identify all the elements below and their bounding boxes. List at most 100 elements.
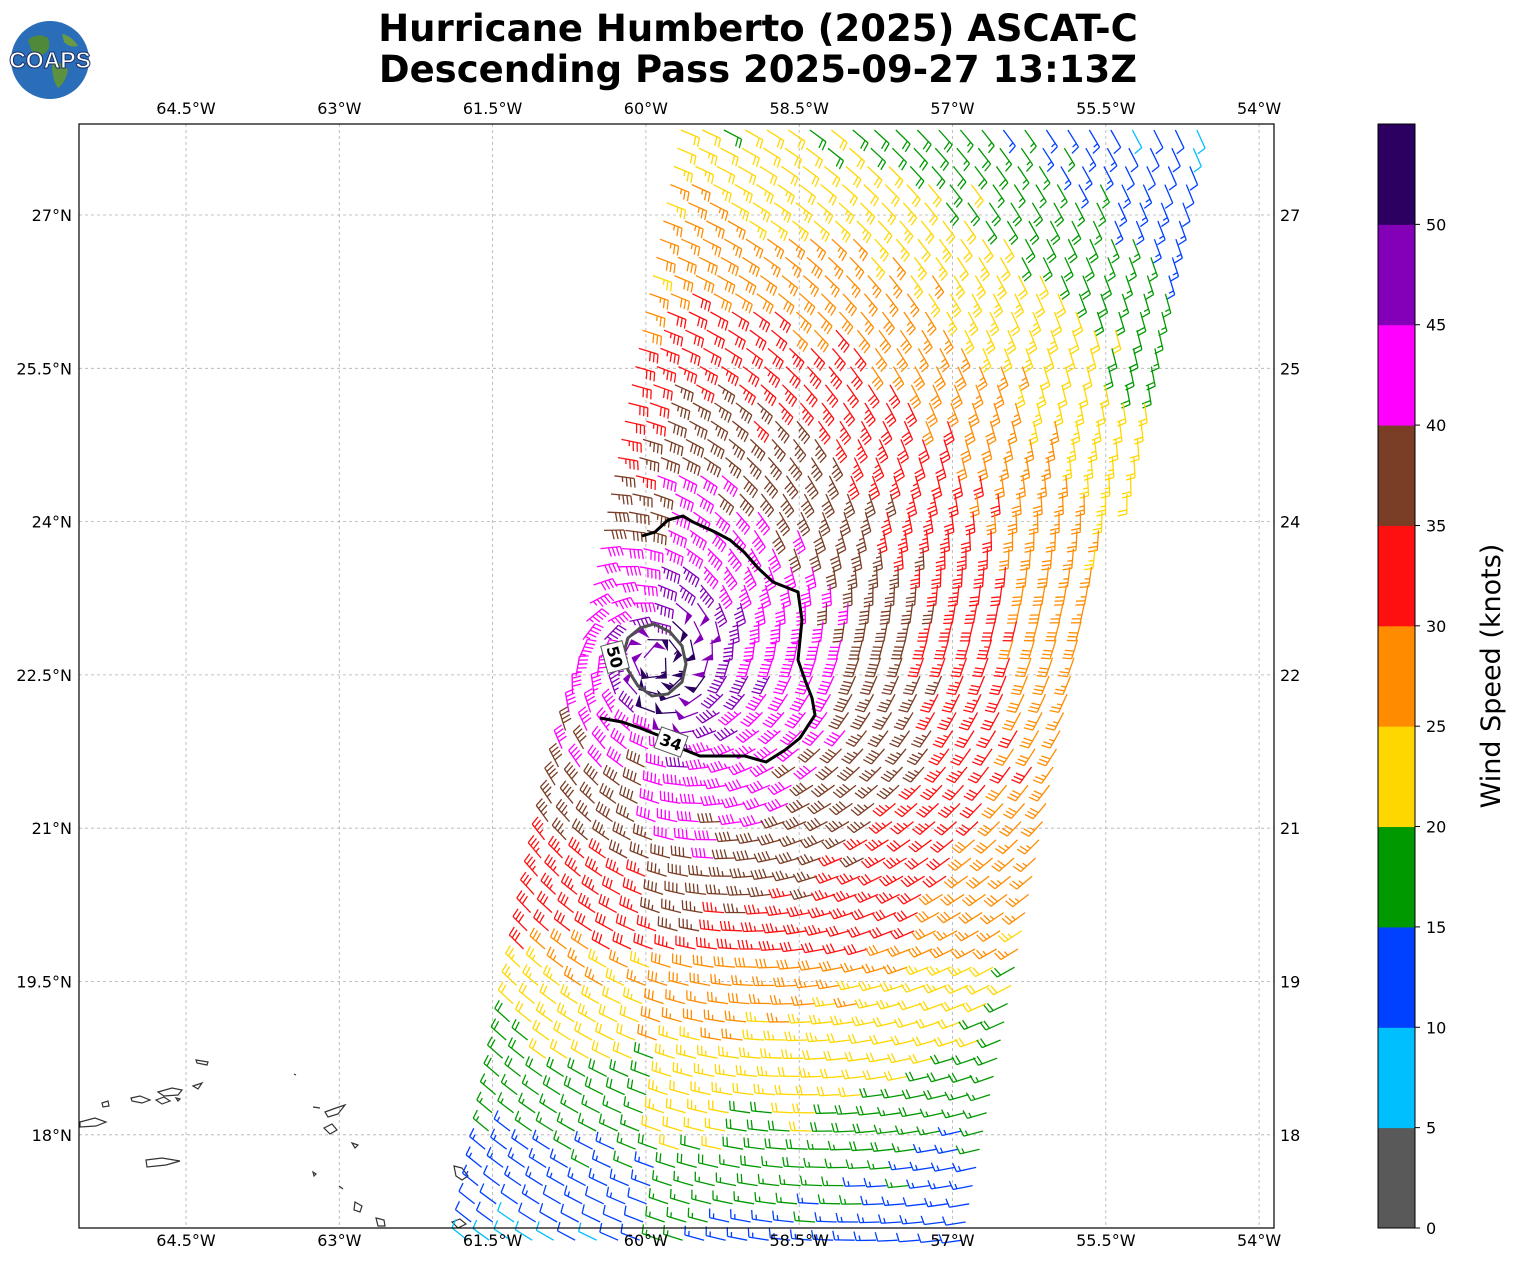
wind-barb <box>1133 421 1144 445</box>
wind-barb <box>835 1212 859 1223</box>
wind-barb <box>810 347 826 371</box>
wind-barb <box>969 493 980 518</box>
wind-barb <box>1088 129 1101 154</box>
wind-barb <box>989 311 1000 337</box>
wind-barb <box>728 1100 751 1114</box>
wind-barb <box>787 1013 811 1024</box>
wind-barb <box>553 909 571 932</box>
wind-barb <box>623 1096 643 1114</box>
wind-barb <box>738 1047 761 1059</box>
wind-barb <box>1170 257 1180 282</box>
wind-barb <box>667 420 687 439</box>
wind-barb <box>853 621 867 643</box>
wind-barb <box>563 965 582 986</box>
wind-barb <box>926 857 950 871</box>
wind-barb <box>746 347 764 369</box>
wind-barb <box>645 1206 665 1223</box>
wind-barb <box>535 1221 554 1241</box>
wind-barb <box>686 548 704 569</box>
wind-barb <box>553 1130 572 1150</box>
colorbar-ticks: 0 5 10 15 20 25 30 35 40 45 50 <box>1415 215 1446 1238</box>
wind-barb <box>800 942 825 954</box>
wind-barb <box>1135 220 1145 246</box>
wind-barb <box>684 1225 705 1241</box>
lon-tick-label: 54°W <box>1237 1231 1281 1250</box>
wind-barb <box>570 929 589 950</box>
lon-tick-label: 54°W <box>1237 99 1281 118</box>
wind-barb <box>1124 275 1134 300</box>
wind-barb <box>691 725 717 739</box>
wind-barb <box>729 868 753 879</box>
wind-barb <box>595 801 613 823</box>
wind-barb <box>909 384 922 409</box>
wind-barb <box>637 1023 657 1041</box>
wind-barb <box>866 165 883 189</box>
wind-barb <box>536 890 553 914</box>
wind-barb <box>1028 220 1040 246</box>
wind-barb <box>831 347 846 372</box>
wind-barb <box>831 457 844 482</box>
wind-barb <box>943 512 955 536</box>
wind-barb <box>763 798 789 812</box>
wind-barb <box>1077 293 1088 319</box>
wind-barb <box>732 850 757 862</box>
wind-barb <box>1014 293 1025 319</box>
wind-barb <box>896 348 909 373</box>
wind-barb <box>559 780 575 804</box>
wind-barb <box>784 256 802 279</box>
wind-barb <box>737 939 761 950</box>
wind-barb <box>749 763 774 778</box>
wind-barb <box>1160 202 1170 228</box>
wind-barb <box>734 184 753 204</box>
wind-barb <box>461 1164 479 1187</box>
wind-barb <box>818 960 843 972</box>
wind-barb <box>1006 220 1019 245</box>
wind-barb <box>882 964 908 975</box>
wind-barb <box>851 457 864 482</box>
wind-barb <box>929 1054 955 1065</box>
wind-barb <box>919 1108 944 1118</box>
wind-barb <box>843 838 868 851</box>
wind-barb <box>905 584 917 608</box>
wind-barb <box>981 238 994 264</box>
wind-barb <box>1024 129 1037 154</box>
wind-barb <box>899 329 912 354</box>
wind-barb <box>835 530 847 555</box>
wind-barb <box>700 693 724 709</box>
wind-barb <box>629 841 649 859</box>
wind-barb <box>999 257 1011 282</box>
wind-barb <box>800 493 815 519</box>
wind-barb <box>983 1002 1008 1013</box>
wind-barb <box>1023 712 1043 731</box>
wind-barb <box>946 675 964 696</box>
wind-barb <box>641 1115 661 1132</box>
wind-barb <box>782 1156 805 1169</box>
wind-barb <box>670 183 690 202</box>
wind-barb <box>872 457 885 482</box>
wind-barb <box>929 839 954 853</box>
wind-barb <box>666 202 687 220</box>
wind-barb <box>693 1063 715 1078</box>
wind-barb <box>1032 584 1046 606</box>
wind-barb <box>993 748 1015 767</box>
wind-barb <box>697 812 721 823</box>
wind-barb <box>931 566 942 590</box>
wind-barb <box>958 1019 983 1030</box>
wind-barb <box>746 1119 769 1132</box>
wind-barb <box>688 311 708 330</box>
wind-barb <box>1036 657 1054 678</box>
wind-barb <box>645 311 666 328</box>
wind-barb <box>948 1180 973 1191</box>
wind-barb <box>665 756 688 768</box>
wind-barb <box>906 293 920 318</box>
wind-barb <box>493 1110 511 1132</box>
wind-barb <box>590 670 602 695</box>
wind-barb <box>739 1155 762 1169</box>
wind-barb <box>890 821 914 835</box>
wind-barb <box>981 802 1004 819</box>
wind-barb <box>784 566 797 591</box>
wind-barb <box>949 293 962 318</box>
wind-barb <box>635 475 656 490</box>
wind-barb <box>560 983 578 1005</box>
lat-tick-label-right: 18°N <box>1280 1126 1300 1145</box>
